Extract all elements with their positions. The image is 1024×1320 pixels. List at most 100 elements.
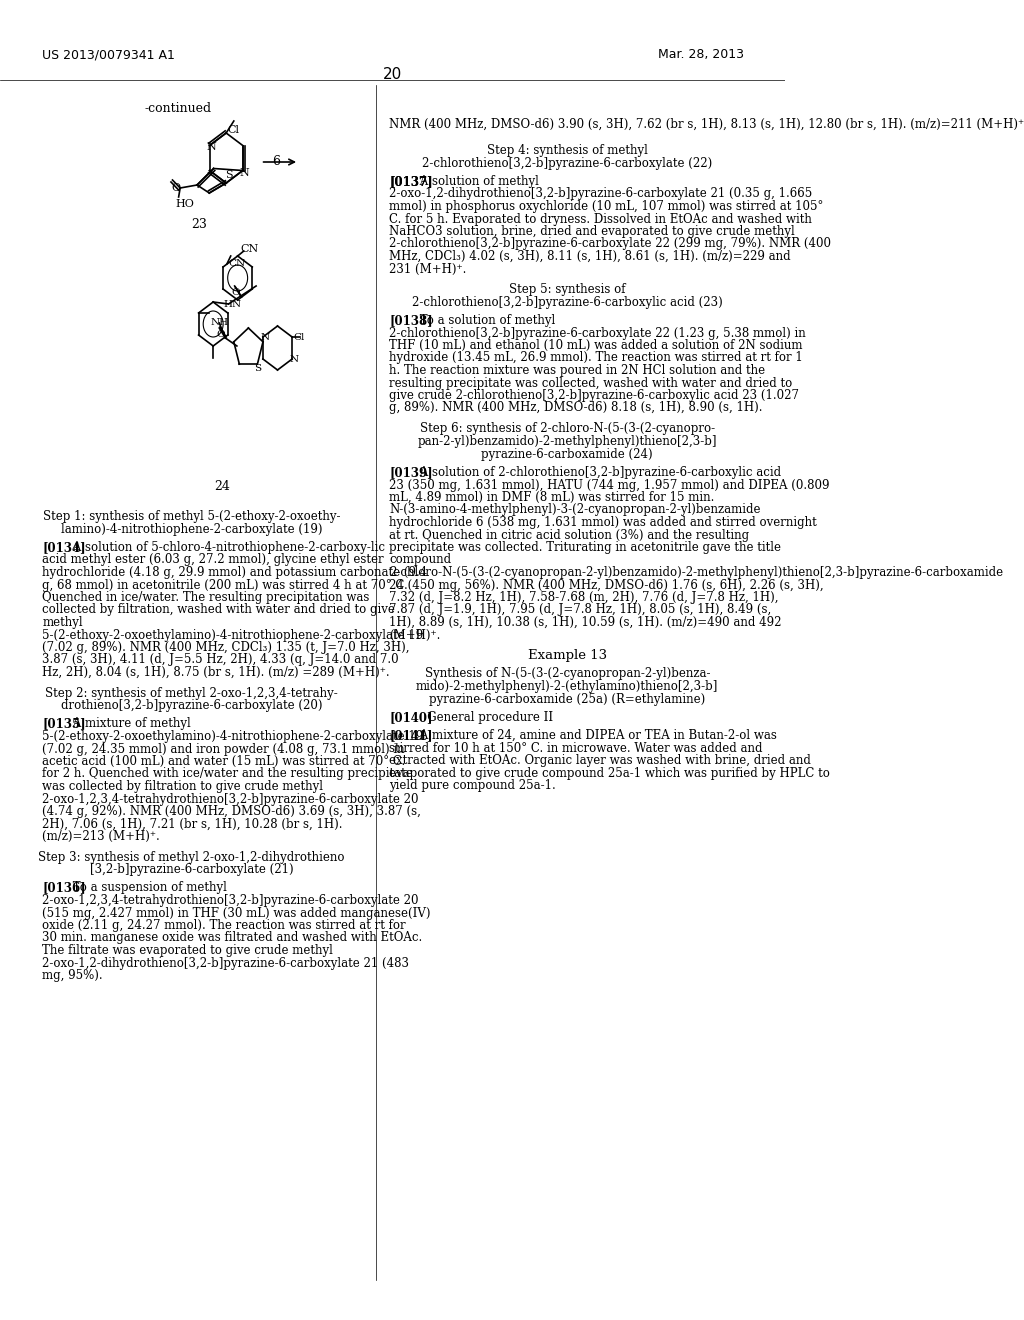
Text: 2-chlorothieno[3,2-b]pyrazine-6-carboxylate (22): 2-chlorothieno[3,2-b]pyrazine-6-carboxyl… — [422, 157, 713, 170]
Text: extracted with EtOAc. Organic layer was washed with brine, dried and: extracted with EtOAc. Organic layer was … — [389, 754, 811, 767]
Text: 2-chlorothieno[3,2-b]pyrazine-6-carboxylic acid (23): 2-chlorothieno[3,2-b]pyrazine-6-carboxyl… — [412, 296, 723, 309]
Text: mg, 95%).: mg, 95%). — [42, 969, 102, 982]
Text: [0141]: [0141] — [389, 729, 433, 742]
Text: THF (10 mL) and ethanol (10 mL) was added a solution of 2N sodium: THF (10 mL) and ethanol (10 mL) was adde… — [389, 339, 803, 352]
Text: 5-(2-ethoxy-2-oxoethylamino)-4-nitrothiophene-2-carboxylate 19: 5-(2-ethoxy-2-oxoethylamino)-4-nitrothio… — [42, 628, 423, 642]
Text: lamino)-4-nitrothiophene-2-carboxylate (19): lamino)-4-nitrothiophene-2-carboxylate (… — [60, 523, 323, 536]
Text: Example 13: Example 13 — [527, 649, 607, 663]
Text: Synthesis of N-(5-(3-(2-cyanopropan-2-yl)benza-: Synthesis of N-(5-(3-(2-cyanopropan-2-yl… — [425, 667, 710, 680]
Text: give crude 2-chlorothieno[3,2-b]pyrazine-6-carboxylic acid 23 (1.027: give crude 2-chlorothieno[3,2-b]pyrazine… — [389, 389, 800, 403]
Text: Step 2: synthesis of methyl 2-oxo-1,2,3,4-tetrahy-: Step 2: synthesis of methyl 2-oxo-1,2,3,… — [45, 686, 338, 700]
Text: [3,2-b]pyrazine-6-carboxylate (21): [3,2-b]pyrazine-6-carboxylate (21) — [90, 863, 294, 876]
Text: hydrochloride (4.18 g, 29.9 mmol) and potassium carbonate (9.4: hydrochloride (4.18 g, 29.9 mmol) and po… — [42, 566, 427, 579]
Text: 7.87 (d, J=1.9, 1H), 7.95 (d, J=7.8 Hz, 1H), 8.05 (s, 1H), 8.49 (s,: 7.87 (d, J=1.9, 1H), 7.95 (d, J=7.8 Hz, … — [389, 603, 772, 616]
Text: compound: compound — [389, 553, 452, 566]
Text: 2-oxo-1,2,3,4-tetrahydrothieno[3,2-b]pyrazine-6-carboxylate 20: 2-oxo-1,2,3,4-tetrahydrothieno[3,2-b]pyr… — [42, 792, 419, 805]
Text: 24 (450 mg, 56%). NMR (400 MHz, DMSO-d6) 1.76 (s, 6H), 2.26 (s, 3H),: 24 (450 mg, 56%). NMR (400 MHz, DMSO-d6)… — [389, 578, 824, 591]
Text: methyl: methyl — [42, 616, 83, 630]
Text: 24: 24 — [215, 480, 230, 492]
Text: NH: NH — [210, 318, 228, 327]
Text: 2-oxo-1,2,3,4-tetrahydrothieno[3,2-b]pyrazine-6-carboxylate 20: 2-oxo-1,2,3,4-tetrahydrothieno[3,2-b]pyr… — [42, 894, 419, 907]
Text: collected by filtration, washed with water and dried to give: collected by filtration, washed with wat… — [42, 603, 395, 616]
Text: at rt. Quenched in citric acid solution (3%) and the resulting: at rt. Quenched in citric acid solution … — [389, 528, 750, 541]
Text: NMR (400 MHz, DMSO-d6) 3.90 (s, 3H), 7.62 (br s, 1H), 8.13 (s, 1H), 12.80 (br s,: NMR (400 MHz, DMSO-d6) 3.90 (s, 3H), 7.6… — [389, 117, 1024, 131]
Text: Cl: Cl — [227, 125, 240, 135]
Text: acetic acid (100 mL) and water (15 mL) was stirred at 70° C.: acetic acid (100 mL) and water (15 mL) w… — [42, 755, 406, 768]
Text: hydroxide (13.45 mL, 26.9 mmol). The reaction was stirred at rt for 1: hydroxide (13.45 mL, 26.9 mmol). The rea… — [389, 351, 803, 364]
Text: (m/z)=213 (M+H)⁺.: (m/z)=213 (M+H)⁺. — [42, 830, 160, 843]
Text: for 2 h. Quenched with ice/water and the resulting precipitate: for 2 h. Quenched with ice/water and the… — [42, 767, 413, 780]
Text: N: N — [261, 333, 269, 342]
Text: g, 89%). NMR (400 MHz, DMSO-d6) 8.18 (s, 1H), 8.90 (s, 1H).: g, 89%). NMR (400 MHz, DMSO-d6) 8.18 (s,… — [389, 401, 763, 414]
Text: O: O — [171, 183, 180, 193]
Text: (M+H)⁺.: (M+H)⁺. — [389, 628, 440, 642]
Text: 20: 20 — [383, 67, 402, 82]
Text: A mixture of 24, amine and DIPEA or TEA in Butan-2-ol was: A mixture of 24, amine and DIPEA or TEA … — [417, 729, 777, 742]
Text: 2-chloro-N-(5-(3-(2-cyanopropan-2-yl)benzamido)-2-methylphenyl)thieno[2,3-b]pyra: 2-chloro-N-(5-(3-(2-cyanopropan-2-yl)ben… — [389, 566, 1004, 579]
Text: O: O — [216, 330, 225, 339]
Text: evaporated to give crude compound 25a-1 which was purified by HPLC to: evaporated to give crude compound 25a-1 … — [389, 767, 830, 780]
Text: 2H), 7.06 (s, 1H), 7.21 (br s, 1H), 10.28 (br s, 1H).: 2H), 7.06 (s, 1H), 7.21 (br s, 1H), 10.2… — [42, 817, 343, 830]
Text: (7.02 g, 89%). NMR (400 MHz, CDCl₃) 1.35 (t, J=7.0 Hz, 3H),: (7.02 g, 89%). NMR (400 MHz, CDCl₃) 1.35… — [42, 642, 410, 653]
Text: Step 5: synthesis of: Step 5: synthesis of — [509, 282, 626, 296]
Text: Hz, 2H), 8.04 (s, 1H), 8.75 (br s, 1H). (m/z) =289 (M+H)⁺.: Hz, 2H), 8.04 (s, 1H), 8.75 (br s, 1H). … — [42, 667, 390, 678]
Text: Step 6: synthesis of 2-chloro-N-(5-(3-(2-cyanopro-: Step 6: synthesis of 2-chloro-N-(5-(3-(2… — [420, 422, 715, 436]
Text: [0140]: [0140] — [389, 711, 433, 723]
Text: N-(3-amino-4-methylphenyl)-3-(2-cyanopropan-2-yl)benzamide: N-(3-amino-4-methylphenyl)-3-(2-cyanopro… — [389, 503, 761, 516]
Text: 2-chlorothieno[3,2-b]pyrazine-6-carboxylate 22 (1.23 g, 5.38 mmol) in: 2-chlorothieno[3,2-b]pyrazine-6-carboxyl… — [389, 326, 806, 339]
Text: [0138]: [0138] — [389, 314, 433, 327]
Text: 30 min. manganese oxide was filtrated and washed with EtOAc.: 30 min. manganese oxide was filtrated an… — [42, 932, 423, 945]
Text: N: N — [240, 168, 250, 177]
Text: (4.74 g, 92%). NMR (400 MHz, DMSO-d6) 3.69 (s, 3H), 3.87 (s,: (4.74 g, 92%). NMR (400 MHz, DMSO-d6) 3.… — [42, 805, 421, 818]
Text: (7.02 g, 24.35 mmol) and iron powder (4.08 g, 73.1 mmol) in: (7.02 g, 24.35 mmol) and iron powder (4.… — [42, 742, 404, 755]
Text: [0136]: [0136] — [42, 882, 86, 895]
Text: O: O — [231, 288, 241, 297]
Text: stirred for 10 h at 150° C. in microwave. Water was added and: stirred for 10 h at 150° C. in microwave… — [389, 742, 763, 755]
Text: 2-chlorothieno[3,2-b]pyrazine-6-carboxylate 22 (299 mg, 79%). NMR (400: 2-chlorothieno[3,2-b]pyrazine-6-carboxyl… — [389, 238, 831, 251]
Text: Step 4: synthesis of methyl: Step 4: synthesis of methyl — [486, 144, 648, 157]
Text: precipitate was collected. Triturating in acetonitrile gave the title: precipitate was collected. Triturating i… — [389, 541, 781, 554]
Text: HN: HN — [224, 300, 242, 309]
Text: h. The reaction mixture was poured in 2N HCl solution and the: h. The reaction mixture was poured in 2N… — [389, 364, 766, 378]
Text: A mixture of methyl: A mixture of methyl — [69, 718, 190, 730]
Text: N: N — [207, 143, 216, 153]
Text: NaHCO3 solution, brine, dried and evaporated to give crude methyl: NaHCO3 solution, brine, dried and evapor… — [389, 224, 796, 238]
Text: -continued: -continued — [144, 102, 211, 115]
Text: 6: 6 — [272, 154, 281, 168]
Text: Mar. 28, 2013: Mar. 28, 2013 — [657, 48, 743, 61]
Text: yield pure compound 25a-1.: yield pure compound 25a-1. — [389, 779, 556, 792]
Text: was collected by filtration to give crude methyl: was collected by filtration to give crud… — [42, 780, 324, 793]
Text: mL, 4.89 mmol) in DMF (8 mL) was stirred for 15 min.: mL, 4.89 mmol) in DMF (8 mL) was stirred… — [389, 491, 715, 504]
Text: Step 1: synthesis of methyl 5-(2-ethoxy-2-oxoethy-: Step 1: synthesis of methyl 5-(2-ethoxy-… — [43, 510, 340, 523]
Text: pyrazine-6-carboxamide (24): pyrazine-6-carboxamide (24) — [481, 447, 653, 461]
Text: To a suspension of methyl: To a suspension of methyl — [69, 882, 227, 895]
Text: A solution of 5-chloro-4-nitrothiophene-2-carboxy-lic: A solution of 5-chloro-4-nitrothiophene-… — [69, 541, 385, 554]
Text: To a solution of methyl: To a solution of methyl — [417, 314, 556, 327]
Text: mmol) in phosphorus oxychloride (10 mL, 107 mmol) was stirred at 105°: mmol) in phosphorus oxychloride (10 mL, … — [389, 201, 824, 213]
Text: drothieno[3,2-b]pyrazine-6-carboxylate (20): drothieno[3,2-b]pyrazine-6-carboxylate (… — [60, 700, 323, 713]
Text: 5-(2-ethoxy-2-oxoethylamino)-4-nitrothiophene-2-carboxylate 19: 5-(2-ethoxy-2-oxoethylamino)-4-nitrothio… — [42, 730, 423, 743]
Text: [0137]: [0137] — [389, 176, 433, 187]
Text: HO: HO — [175, 199, 195, 209]
Text: A solution of methyl: A solution of methyl — [417, 176, 540, 187]
Text: 2-oxo-1,2-dihydrothieno[3,2-b]pyrazine-6-carboxylate 21 (0.35 g, 1.665: 2-oxo-1,2-dihydrothieno[3,2-b]pyrazine-6… — [389, 187, 813, 201]
Text: S: S — [254, 364, 261, 374]
Text: 2-oxo-1,2-dihydrothieno[3,2-b]pyrazine-6-carboxylate 21 (483: 2-oxo-1,2-dihydrothieno[3,2-b]pyrazine-6… — [42, 957, 410, 969]
Text: mido)-2-methylphenyl)-2-(ethylamino)thieno[2,3-b]: mido)-2-methylphenyl)-2-(ethylamino)thie… — [416, 680, 719, 693]
Text: pyrazine-6-carboxamide (25a) (R=ethylamine): pyrazine-6-carboxamide (25a) (R=ethylami… — [429, 693, 706, 706]
Text: MHz, CDCl₃) 4.02 (s, 3H), 8.11 (s, 1H), 8.61 (s, 1H). (m/z)=229 and: MHz, CDCl₃) 4.02 (s, 3H), 8.11 (s, 1H), … — [389, 249, 792, 263]
Text: Quenched in ice/water. The resulting precipitation was: Quenched in ice/water. The resulting pre… — [42, 591, 370, 605]
Text: [0137]: [0137] — [389, 176, 433, 187]
Text: US 2013/0079341 A1: US 2013/0079341 A1 — [42, 48, 175, 61]
Text: g, 68 mmol) in acetonitrile (200 mL) was stirred 4 h at 70° C.: g, 68 mmol) in acetonitrile (200 mL) was… — [42, 578, 408, 591]
Text: The filtrate was evaporated to give crude methyl: The filtrate was evaporated to give crud… — [42, 944, 333, 957]
Text: resulting precipitate was collected, washed with water and dried to: resulting precipitate was collected, was… — [389, 376, 793, 389]
Text: acid methyl ester (6.03 g, 27.2 mmol), glycine ethyl ester: acid methyl ester (6.03 g, 27.2 mmol), g… — [42, 553, 384, 566]
Text: S: S — [225, 170, 232, 181]
Text: General procedure II: General procedure II — [417, 711, 553, 723]
Text: Step 3: synthesis of methyl 2-oxo-1,2-dihydrothieno: Step 3: synthesis of methyl 2-oxo-1,2-di… — [39, 850, 345, 863]
Text: Cl: Cl — [294, 333, 305, 342]
Text: 23: 23 — [191, 218, 207, 231]
Text: (515 mg, 2.427 mmol) in THF (30 mL) was added manganese(IV): (515 mg, 2.427 mmol) in THF (30 mL) was … — [42, 907, 431, 920]
Text: A solution of 2-chlorothieno[3,2-b]pyrazine-6-carboxylic acid: A solution of 2-chlorothieno[3,2-b]pyraz… — [417, 466, 781, 479]
